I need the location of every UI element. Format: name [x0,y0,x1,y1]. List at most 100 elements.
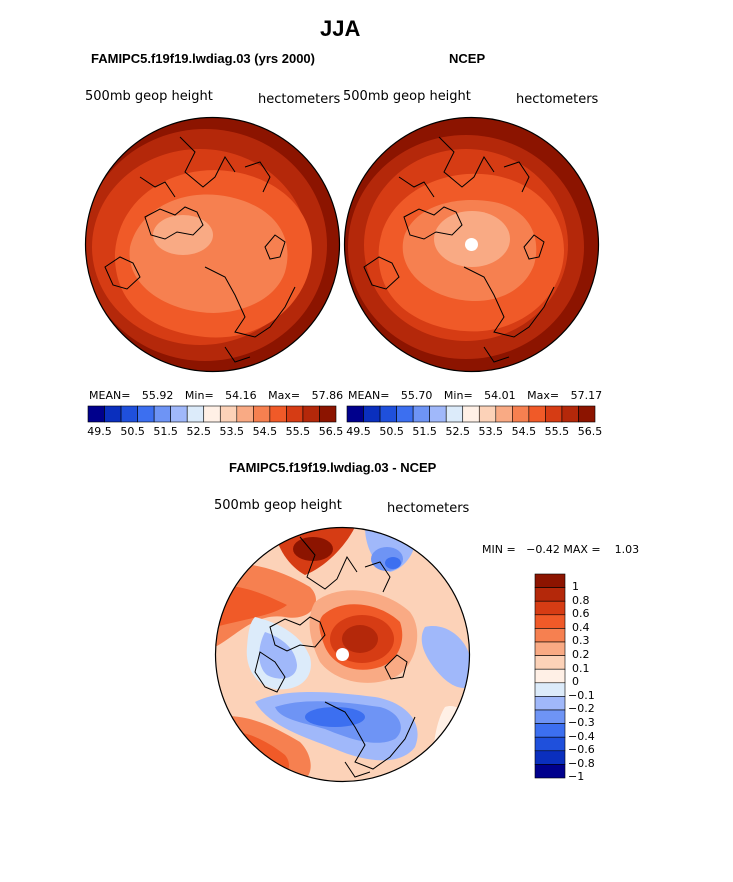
colorbar-swatch [534,750,566,765]
colorbar-tick-label: 49.5 [87,425,112,438]
diff-polar-map [214,526,471,783]
right-panel-title: NCEP [449,51,486,66]
left-variable-label: 500mb geop height [85,89,213,104]
main-title: JJA [320,16,361,41]
colorbar-level-label: 1 [572,580,579,593]
colorbar-level-label: 0.2 [572,648,590,661]
right-units-label: hectometers [516,92,599,107]
colorbar-tick-label: 54.5 [511,425,537,438]
colorbar-swatch [534,600,566,616]
colorbar-swatch [104,405,122,423]
colorbar-tick-label: 51.5 [412,425,437,438]
colorbar-level-label: 0.3 [572,634,590,648]
colorbar-swatch [120,405,138,423]
left-panel-title: FAMIPC5.f19f19.lwdiag.03 (yrs 2000) [91,51,315,66]
colorbar-swatch [534,614,566,629]
colorbar-swatch [346,405,364,423]
colorbar-level-label: −0.8 [568,756,595,770]
right-stats: MEAN= 55.70 Min= 54.01 Max= 57.17 [348,389,602,402]
contour-fill-0-8 [342,625,378,653]
contour-fill-1-0 [293,537,333,561]
right-min-value: 54.01 [484,389,516,402]
contour-fill-minus-0-4b [305,707,365,727]
colorbar-swatch [512,405,530,423]
colorbar-tick-label: 52.5 [186,425,211,438]
colorbar-tick-label: 53.5 [219,425,245,438]
coastlines [254,536,416,778]
left-min-label: Min= [184,389,214,402]
colorbar-tick-label: 50.5 [379,425,404,438]
colorbar-swatch [534,668,566,684]
colorbar-swatch [534,682,566,697]
colorbar-swatch [253,405,271,423]
colorbar-swatch [534,764,566,779]
colorbar-level-label: −0.4 [568,729,595,743]
colorbar-swatch [87,405,105,423]
colorbar-swatch [153,405,171,423]
colorbar-swatch [534,587,566,602]
colorbar-tick-label: 53.5 [478,425,504,438]
diff-variable-label: 500mb geop height [214,498,342,513]
pole-marker [336,648,349,661]
left-min-value: 54.16 [225,389,257,402]
colorbar-swatch [412,405,430,423]
colorbar-swatch [578,405,596,423]
colorbar-swatch [429,405,447,423]
colorbar-swatch [219,405,238,423]
colorbar-swatch [534,709,566,724]
right-max-value: 57.17 [570,389,603,402]
diff-minmax: MIN = −0.42 MAX = 1.03 [482,543,640,556]
right-colorbar-ticks: 49.5 50.5 51.5 52.5 53.5 54.5 55.5 56.5 [346,425,607,439]
diff-colorbar [534,573,566,779]
colorbar-swatch [269,405,287,423]
contour-fill-minus-0-2d [421,626,470,688]
colorbar-swatch [478,405,497,423]
left-stats: MEAN= 55.92 Min= 54.16 Max= 57.86 [89,389,343,402]
contour-fill-0-4 [215,586,287,627]
colorbar-level-label: 0 [572,675,579,689]
right-max-label: Max= [527,389,560,402]
colorbar-swatch [203,405,221,423]
left-mean-value: 55.92 [141,389,174,402]
colorbar-level-label: 0.1 [572,661,590,675]
colorbar-tick-label: 55.5 [544,425,570,438]
colorbar-swatch [545,405,563,423]
colorbar-tick-label: 55.5 [285,425,311,438]
colorbar-swatch [186,405,205,423]
colorbar-swatch [495,405,513,423]
colorbar-swatch [379,405,397,423]
colorbar-tick-label: 49.5 [346,425,371,438]
colorbar-level-label: −0.2 [568,702,595,716]
colorbar-swatch [534,696,566,711]
colorbar-level-label: 0.8 [572,593,590,607]
right-min-label: Min= [443,389,473,402]
contour-fill-minus-0-4 [385,557,401,569]
colorbar-swatch [396,405,414,423]
colorbar-swatch [363,405,381,423]
colorbar-tick-label: 56.5 [577,425,603,438]
colorbar-level-label: −0.6 [568,743,595,757]
colorbar-tick-label: 56.5 [318,425,344,438]
colorbar-level-label: −0.1 [568,688,595,702]
right-colorbar [346,405,596,423]
left-max-value: 57.86 [311,389,344,402]
colorbar-swatch [319,405,337,423]
colorbar-swatch [534,723,566,738]
colorbar-swatch [170,405,188,423]
colorbar-swatch [534,655,566,670]
colorbar-tick-label: 52.5 [445,425,470,438]
diff-panel-title: FAMIPC5.f19f19.lwdiag.03 - NCEP [229,460,437,475]
right-mean-label: MEAN= [348,389,390,402]
right-variable-label: 500mb geop height [343,89,471,104]
left-mean-label: MEAN= [89,389,131,402]
colorbar-swatch [137,405,155,423]
colorbar-swatch [302,405,320,423]
colorbar-swatch [236,405,254,423]
colorbar-level-label: 0.4 [572,620,590,634]
left-max-label: Max= [268,389,301,402]
left-colorbar-ticks: 49.5 50.5 51.5 52.5 53.5 54.5 55.5 56.5 [87,425,348,439]
left-colorbar [87,405,337,423]
right-polar-map [343,116,600,373]
contour-fill-54-0 [153,215,213,255]
colorbar-tick-label: 50.5 [120,425,145,438]
